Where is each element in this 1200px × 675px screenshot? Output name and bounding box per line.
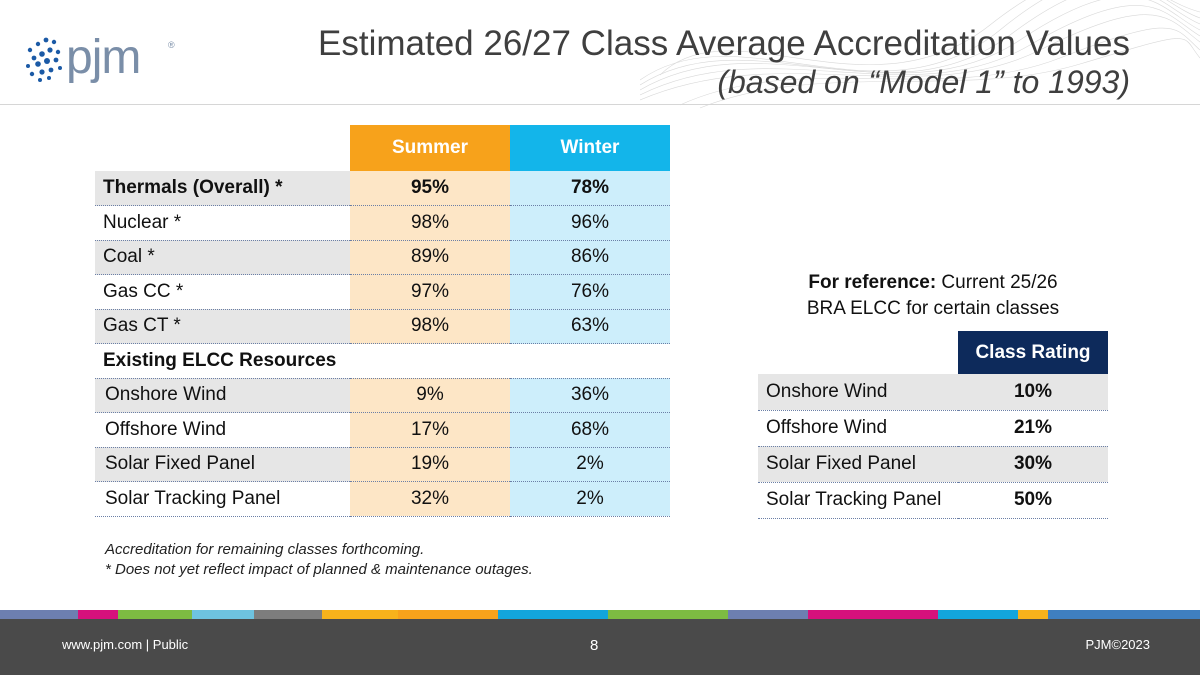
ref-row-label: Solar Tracking Panel <box>758 482 958 519</box>
row-label: Gas CT * <box>95 309 350 344</box>
ref-row-value: 50% <box>958 482 1108 519</box>
winter-value: 96% <box>510 205 670 241</box>
pjm-logo-icon <box>26 37 62 82</box>
header-divider <box>0 104 1200 105</box>
winter-value: 86% <box>510 240 670 275</box>
winter-value <box>510 343 670 379</box>
table-row: Coal * 89% 86% <box>95 240 670 275</box>
winter-value: 78% <box>510 171 670 206</box>
page-title: Estimated 26/27 Class Average Accreditat… <box>318 24 1130 63</box>
ref-row-label: Onshore Wind <box>758 374 958 411</box>
class-rating-table: Class Rating Onshore Wind 10% Offshore W… <box>758 331 1108 519</box>
table-row: Onshore Wind 9% 36% <box>95 378 670 413</box>
reference-lead-rest: Current 25/26 <box>936 272 1058 293</box>
ref-row-value: 21% <box>958 410 1108 447</box>
summer-header: Summer <box>350 125 510 171</box>
ref-row-label: Offshore Wind <box>758 410 958 447</box>
row-label: Nuclear * <box>95 205 350 241</box>
logo-wordmark: pjm <box>66 31 141 84</box>
summer-value <box>350 343 510 379</box>
summer-value: 97% <box>350 274 510 310</box>
ref-header-row: Class Rating <box>758 331 1108 374</box>
reference-caption: For reference: Current 25/26 BRA ELCC fo… <box>758 270 1108 322</box>
footer-color-stripe <box>0 610 1200 619</box>
summer-value: 19% <box>350 447 510 482</box>
winter-value: 2% <box>510 481 670 517</box>
class-rating-header: Class Rating <box>958 331 1108 374</box>
table-section-row: Existing ELCC Resources <box>95 343 670 379</box>
footnote: * Does not yet reflect impact of planned… <box>105 561 533 578</box>
summer-value: 32% <box>350 481 510 517</box>
ref-table-row: Offshore Wind 21% <box>758 410 1108 447</box>
page-number: 8 <box>590 637 599 654</box>
section-label: Existing ELCC Resources <box>95 343 350 379</box>
ref-row-label: Solar Fixed Panel <box>758 446 958 483</box>
ref-row-value: 30% <box>958 446 1108 483</box>
footer-bar: www.pjm.com | Public 8 PJM©2023 <box>0 619 1200 675</box>
footnote: Accreditation for remaining classes fort… <box>105 541 425 558</box>
row-label: Solar Fixed Panel <box>95 447 350 482</box>
ref-table-row: Solar Tracking Panel 50% <box>758 482 1108 519</box>
footnotes: Accreditation for remaining classes fort… <box>105 540 533 580</box>
header-wave-graphic <box>640 0 1200 109</box>
ref-table-row: Onshore Wind 10% <box>758 374 1108 411</box>
winter-value: 36% <box>510 378 670 413</box>
reference-lead: For reference: <box>808 272 937 293</box>
summer-value: 17% <box>350 412 510 448</box>
winter-value: 76% <box>510 274 670 310</box>
row-label: Coal * <box>95 240 350 275</box>
table-row: Solar Tracking Panel 32% 2% <box>95 481 670 517</box>
winter-header: Winter <box>510 125 670 171</box>
summer-value: 98% <box>350 205 510 241</box>
row-label: Thermals (Overall) * <box>95 171 350 206</box>
ref-header-blank <box>758 331 958 374</box>
table-row: Gas CT * 98% 63% <box>95 309 670 344</box>
row-label: Solar Tracking Panel <box>95 481 350 517</box>
table-row: Nuclear * 98% 96% <box>95 205 670 241</box>
table-header-row: Summer Winter <box>95 125 670 171</box>
table-row: Thermals (Overall) * 95% 78% <box>95 171 670 206</box>
summer-value: 98% <box>350 309 510 344</box>
summer-value: 9% <box>350 378 510 413</box>
accreditation-table: Summer Winter Thermals (Overall) * 95% 7… <box>95 125 670 517</box>
table-row: Offshore Wind 17% 68% <box>95 412 670 448</box>
page-subtitle: (based on “Model 1” to 1993) <box>717 64 1130 100</box>
ref-row-value: 10% <box>958 374 1108 411</box>
footer-site-label: www.pjm.com | Public <box>62 637 189 652</box>
summer-value: 95% <box>350 171 510 206</box>
logo-registered-mark: ® <box>168 40 175 50</box>
header-blank-cell <box>95 125 350 171</box>
ref-table-row: Solar Fixed Panel 30% <box>758 446 1108 483</box>
table-row: Solar Fixed Panel 19% 2% <box>95 447 670 482</box>
winter-value: 68% <box>510 412 670 448</box>
winter-value: 63% <box>510 309 670 344</box>
winter-value: 2% <box>510 447 670 482</box>
table-row: Gas CC * 97% 76% <box>95 274 670 310</box>
summer-value: 89% <box>350 240 510 275</box>
reference-line2: BRA ELCC for certain classes <box>806 298 1060 319</box>
row-label: Onshore Wind <box>95 378 350 413</box>
footer-copyright: PJM©2023 <box>1085 637 1151 652</box>
row-label: Offshore Wind <box>95 412 350 448</box>
row-label: Gas CC * <box>95 274 350 310</box>
